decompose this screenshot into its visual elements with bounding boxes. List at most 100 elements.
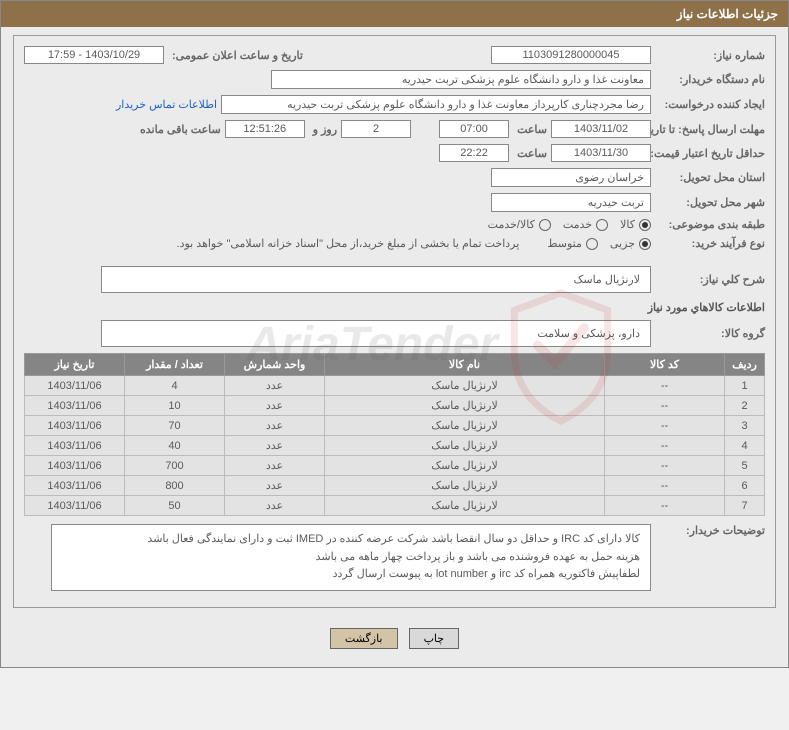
- row-requester: ایجاد کننده درخواست: رضا مجردچناری کارپر…: [24, 95, 765, 114]
- table-cell: 700: [125, 456, 225, 476]
- th-3: واحد شمارش: [225, 354, 325, 376]
- table-cell: عدد: [225, 456, 325, 476]
- need-number-label: شماره نیاز:: [655, 49, 765, 62]
- radio-medium[interactable]: متوسط: [547, 237, 598, 250]
- notes-line-3: لطفاپیش فاکتوریه همراه کد irc و lot numb…: [62, 566, 640, 584]
- table-cell: 2: [725, 396, 765, 416]
- row-category: طبقه بندی موضوعی: کالا خدمت کالا/خدمت: [24, 218, 765, 231]
- table-cell: لارنژیال ماسک: [325, 476, 605, 496]
- table-cell: --: [605, 436, 725, 456]
- table-cell: 3: [725, 416, 765, 436]
- radio-both[interactable]: کالا/خدمت: [488, 218, 551, 231]
- radio-medium-icon: [586, 238, 598, 250]
- radio-khadamat-label: خدمت: [563, 218, 592, 231]
- table-cell: 1403/11/06: [25, 416, 125, 436]
- city-label: شهر محل تحویل:: [655, 196, 765, 209]
- table-cell: --: [605, 396, 725, 416]
- table-cell: عدد: [225, 376, 325, 396]
- table-cell: لارنژیال ماسک: [325, 456, 605, 476]
- th-0: ردیف: [725, 354, 765, 376]
- time-label-2: ساعت: [513, 147, 547, 160]
- table-cell: 10: [125, 396, 225, 416]
- overview-label: شرح کلي نياز:: [655, 273, 765, 286]
- table-cell: عدد: [225, 476, 325, 496]
- announce-label: تاریخ و ساعت اعلان عمومی:: [168, 49, 303, 62]
- radio-small-label: جزیی: [610, 237, 635, 250]
- table-cell: --: [605, 496, 725, 516]
- row-deadline: مهلت ارسال پاسخ: تا تاریخ: 1403/11/02 سا…: [24, 120, 765, 138]
- table-cell: لارنژیال ماسک: [325, 416, 605, 436]
- province-value: خراسان رضوی: [491, 168, 651, 187]
- main-container: جزئیات اطلاعات نیاز AriaTender شماره نیا…: [0, 0, 789, 668]
- table-cell: 40: [125, 436, 225, 456]
- contact-link[interactable]: اطلاعات تماس خریدار: [116, 98, 217, 111]
- radio-khadamat[interactable]: خدمت: [563, 218, 608, 231]
- row-province: استان محل تحویل: خراسان رضوی: [24, 168, 765, 187]
- validity-date: 1403/11/30: [551, 144, 651, 162]
- table-cell: 6: [725, 476, 765, 496]
- notes-label: توضیحات خریدار:: [655, 524, 765, 537]
- print-button[interactable]: چاپ: [409, 628, 460, 649]
- th-1: کد کالا: [605, 354, 725, 376]
- process-label: نوع فرآیند خرید:: [655, 237, 765, 250]
- back-button[interactable]: بازگشت: [330, 628, 398, 649]
- buyer-label: نام دستگاه خریدار:: [655, 73, 765, 86]
- category-label: طبقه بندی موضوعی:: [655, 218, 765, 231]
- buyer-value: معاونت غذا و دارو دانشگاه علوم پزشکی ترب…: [271, 70, 651, 89]
- table-cell: عدد: [225, 416, 325, 436]
- time-label-1: ساعت: [513, 123, 547, 136]
- deadline-label: مهلت ارسال پاسخ: تا تاریخ:: [655, 123, 765, 136]
- requester-label: ایجاد کننده درخواست:: [655, 98, 765, 111]
- goods-table: ردیف کد کالا نام کالا واحد شمارش تعداد /…: [24, 353, 765, 516]
- row-overview: شرح کلي نياز: لارنژیال ماسک: [24, 266, 765, 293]
- table-row: 3--لارنژیال ماسکعدد701403/11/06: [25, 416, 765, 436]
- goods-section-title: اطلاعات کالاهاي مورد نياز: [24, 301, 765, 314]
- validity-label: حداقل تاریخ اعتبار قیمت: تا تاریخ:: [655, 147, 765, 160]
- group-value: دارو، پزشکی و سلامت: [537, 328, 640, 340]
- table-cell: عدد: [225, 436, 325, 456]
- table-cell: لارنژیال ماسک: [325, 436, 605, 456]
- table-cell: 1403/11/06: [25, 496, 125, 516]
- remaining-label: ساعت باقی مانده: [136, 123, 221, 136]
- table-cell: --: [605, 476, 725, 496]
- notes-line-1: کالا دارای کد IRC و حداقل دو سال انقضا ب…: [62, 531, 640, 549]
- row-need-number: شماره نیاز: 1103091280000045 تاریخ و ساع…: [24, 46, 765, 64]
- th-4: تعداد / مقدار: [125, 354, 225, 376]
- payment-note: پرداخت تمام یا بخشی از مبلغ خرید،از محل …: [177, 237, 520, 250]
- table-cell: --: [605, 456, 725, 476]
- validity-time: 22:22: [439, 144, 509, 162]
- radio-kala[interactable]: کالا: [620, 218, 651, 231]
- table-cell: 50: [125, 496, 225, 516]
- table-cell: 1: [725, 376, 765, 396]
- table-cell: 5: [725, 456, 765, 476]
- table-cell: --: [605, 376, 725, 396]
- process-radios: جزیی متوسط: [547, 237, 651, 250]
- table-row: 4--لارنژیال ماسکعدد401403/11/06: [25, 436, 765, 456]
- notes-box: کالا دارای کد IRC و حداقل دو سال انقضا ب…: [51, 524, 651, 591]
- category-radios: کالا خدمت کالا/خدمت: [488, 218, 651, 231]
- table-cell: 1403/11/06: [25, 396, 125, 416]
- radio-small-icon: [639, 238, 651, 250]
- requester-value: رضا مجردچناری کارپرداز معاونت غذا و دارو…: [221, 95, 651, 114]
- radio-both-label: کالا/خدمت: [488, 218, 535, 231]
- days-value: 2: [341, 120, 411, 138]
- table-cell: 4: [725, 436, 765, 456]
- radio-both-icon: [539, 219, 551, 231]
- overview-box: لارنژیال ماسک: [101, 266, 651, 293]
- table-cell: --: [605, 416, 725, 436]
- table-cell: 1403/11/06: [25, 456, 125, 476]
- row-notes: توضیحات خریدار: کالا دارای کد IRC و حداق…: [24, 524, 765, 591]
- table-cell: 1403/11/06: [25, 476, 125, 496]
- notes-line-2: هزینه حمل به عهده فروشنده می باشد و باز …: [62, 549, 640, 567]
- details-fieldset: شماره نیاز: 1103091280000045 تاریخ و ساع…: [13, 35, 776, 608]
- countdown-value: 12:51:26: [225, 120, 305, 138]
- table-row: 1--لارنژیال ماسکعدد41403/11/06: [25, 376, 765, 396]
- city-value: تربت حیدریه: [491, 193, 651, 212]
- row-group: گروه کالا: دارو، پزشکی و سلامت: [24, 320, 765, 347]
- radio-small[interactable]: جزیی: [610, 237, 651, 250]
- deadline-time: 07:00: [439, 120, 509, 138]
- table-row: 7--لارنژیال ماسکعدد501403/11/06: [25, 496, 765, 516]
- table-body: 1--لارنژیال ماسکعدد41403/11/062--لارنژیا…: [25, 376, 765, 516]
- table-cell: 1403/11/06: [25, 436, 125, 456]
- days-label: روز و: [309, 123, 337, 136]
